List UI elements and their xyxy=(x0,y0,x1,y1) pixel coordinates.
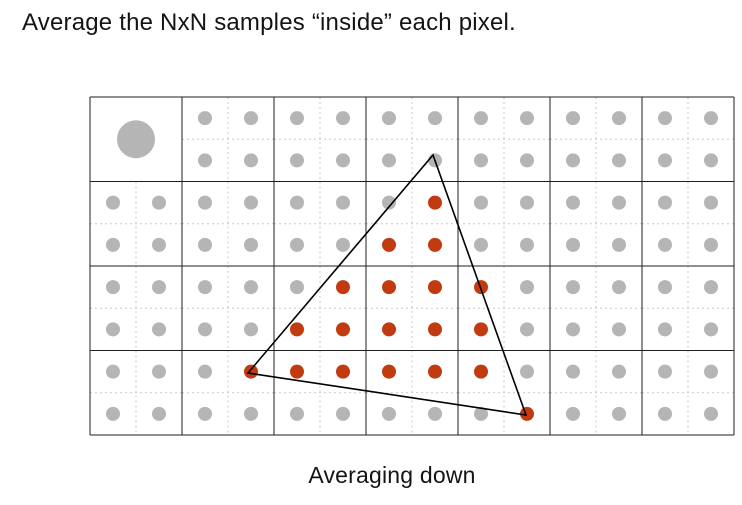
dotted-subgrid xyxy=(90,97,734,435)
slide-title: Average the NxN samples “inside” each pi… xyxy=(22,9,516,36)
triangle-outline xyxy=(246,153,528,416)
averaged-sample-circle xyxy=(117,120,155,159)
pixel-grid-lines xyxy=(89,96,735,436)
slide-caption: Averaging down xyxy=(308,462,476,488)
